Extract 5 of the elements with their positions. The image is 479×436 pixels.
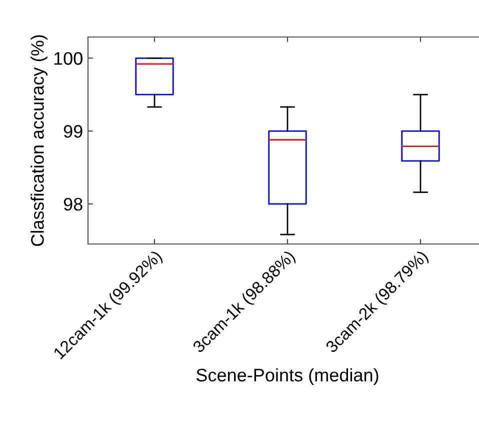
y-axis-title: Classfication accuracy (%) [30, 35, 48, 246]
y-tick-label: 98 [64, 198, 82, 211]
y-tick-label: 99 [64, 124, 82, 138]
y-tick-label: 100 [54, 52, 82, 65]
x-axis-title: Scene-Points (median) [196, 368, 378, 386]
